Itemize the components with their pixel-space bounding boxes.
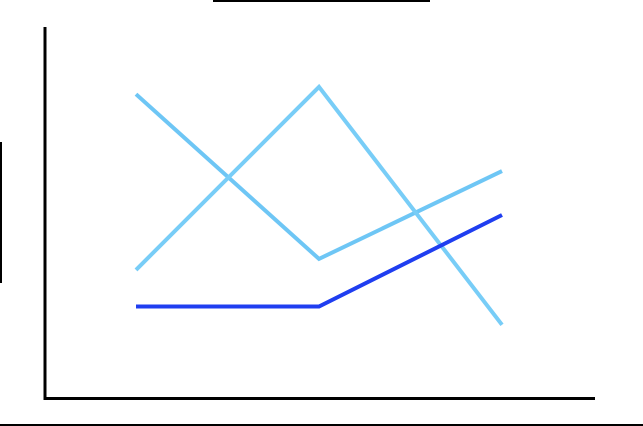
series-line-3	[136, 213, 503, 309]
series-line-1	[134, 92, 503, 262]
series-layer	[134, 83, 504, 327]
series-line-2	[134, 83, 504, 327]
